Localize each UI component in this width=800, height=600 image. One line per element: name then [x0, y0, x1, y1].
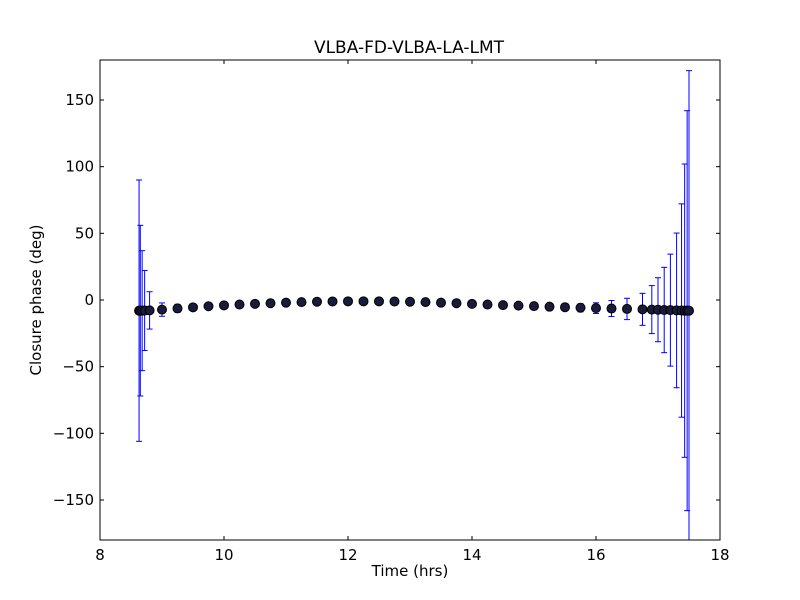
data-point — [684, 305, 694, 316]
x-tick-label: 8 — [95, 546, 105, 564]
x-tick-label: 10 — [214, 546, 233, 564]
data-point — [591, 303, 601, 314]
data-point — [405, 296, 415, 307]
data-point — [498, 300, 508, 311]
data-point — [188, 302, 198, 313]
data-point — [157, 304, 167, 315]
data-point — [172, 303, 183, 314]
y-tick-label: −150 — [53, 491, 94, 509]
y-tick-label: 0 — [84, 291, 94, 309]
chart-title: VLBA-FD-VLBA-LA-LMT — [314, 38, 505, 58]
y-tick-label: 50 — [75, 224, 94, 242]
data-point — [606, 303, 617, 314]
data-point — [513, 300, 524, 311]
data-point — [343, 296, 353, 307]
data-point — [544, 301, 555, 312]
x-tick-label: 18 — [710, 546, 729, 564]
data-point — [374, 296, 384, 307]
data-point — [219, 300, 229, 311]
x-tick-label: 16 — [586, 546, 605, 564]
data-point — [389, 296, 400, 307]
data-point — [144, 305, 155, 316]
y-tick-label: 150 — [65, 91, 94, 109]
y-tick-label: −50 — [62, 358, 94, 376]
y-axis-label: Closure phase (deg) — [27, 225, 45, 376]
data-point — [296, 297, 307, 308]
data-point — [420, 297, 431, 308]
x-tick-label: 14 — [462, 546, 481, 564]
data-point — [575, 302, 586, 313]
data-point — [203, 301, 214, 312]
data-point — [482, 299, 493, 310]
data-point — [529, 301, 539, 312]
data-point — [250, 298, 260, 309]
data-point — [560, 302, 570, 313]
data-point — [312, 296, 322, 307]
data-point — [281, 297, 291, 308]
data-point — [327, 296, 338, 307]
data-point — [265, 298, 276, 309]
x-tick-label: 12 — [338, 546, 357, 564]
data-point — [436, 297, 446, 308]
data-point — [451, 298, 462, 309]
data-point — [467, 298, 477, 309]
data-point — [234, 299, 245, 310]
data-point — [637, 304, 648, 315]
y-tick-label: −100 — [53, 424, 94, 442]
plot-data-layer — [134, 70, 694, 540]
axis-ticks: 8 10 12 14 16 18 −150 −100 −50 0 50 100 150 — [53, 60, 730, 564]
x-axis-label: Time (hrs) — [371, 562, 449, 580]
data-point — [358, 296, 369, 307]
data-point — [622, 303, 632, 314]
y-tick-label: 100 — [65, 158, 94, 176]
